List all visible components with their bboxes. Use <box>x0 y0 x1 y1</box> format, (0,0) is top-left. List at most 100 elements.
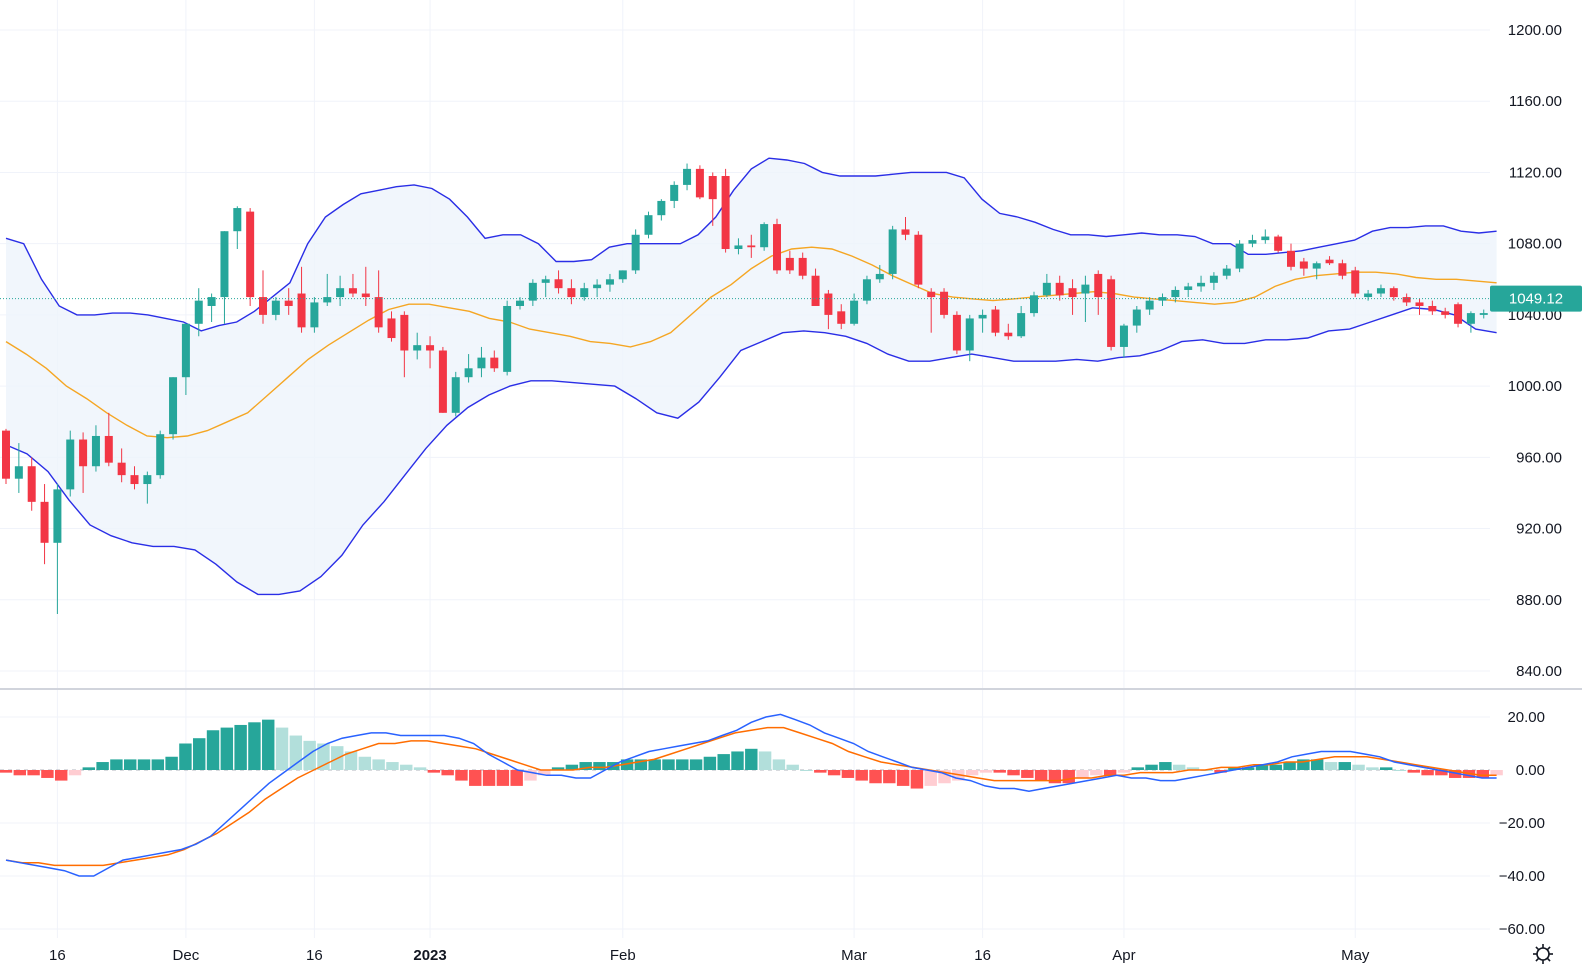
macd-histogram-bar <box>1435 770 1448 776</box>
candle <box>657 199 666 221</box>
candle-body <box>271 300 280 315</box>
macd-histogram-bar <box>1007 770 1020 776</box>
macd-histogram-bar <box>676 759 689 770</box>
candle-body <box>361 293 370 298</box>
candle-body <box>220 231 229 298</box>
candle-body <box>888 229 897 274</box>
macd-histogram-bar <box>620 759 634 770</box>
macd-histogram-bar <box>662 759 675 770</box>
candle <box>207 293 216 323</box>
macd-histogram-bar <box>262 719 275 770</box>
settings-icon[interactable] <box>1533 944 1553 964</box>
candle <box>2 428 10 485</box>
macd-histogram-bar <box>400 764 413 770</box>
macd-signal-line <box>5 726 1497 867</box>
candle-body <box>336 288 345 298</box>
macd-pane <box>0 713 1503 877</box>
last-price-badge-bg <box>1490 285 1582 312</box>
candle <box>1094 270 1103 315</box>
candle-body <box>1338 263 1347 276</box>
candle-body <box>310 302 319 328</box>
candle <box>348 273 357 298</box>
gear-tooth <box>1535 957 1540 962</box>
last-price-badge: 1049.12 <box>1490 285 1582 312</box>
candle-body <box>1454 304 1463 324</box>
macd-histogram-bar <box>565 764 579 770</box>
price-tick-label: 1080.00 <box>1508 236 1562 253</box>
time-axis[interactable]: 16 Dec 16 2023 Feb Mar 16 Apr May <box>49 947 1370 964</box>
candle <box>734 238 743 255</box>
candle <box>66 430 75 497</box>
macd-histogram-bar <box>551 767 565 770</box>
price-candles <box>2 163 1501 615</box>
macd-tick-label: 0.00 <box>1516 762 1545 779</box>
price-tick-label: 1160.00 <box>1509 93 1562 110</box>
candle-body <box>1479 313 1488 315</box>
candle <box>798 252 807 280</box>
candle <box>40 484 49 565</box>
macd-histogram-bar <box>510 770 523 786</box>
time-tick-label: Apr <box>1112 947 1135 964</box>
settings-icon-teeth <box>1533 944 1553 964</box>
gear-tooth <box>1546 957 1551 962</box>
macd-histogram-bar <box>524 770 537 781</box>
candle-body <box>1004 332 1013 337</box>
candle <box>1415 298 1424 315</box>
macd-histogram-bar <box>1228 767 1241 770</box>
band-area <box>6 158 1497 595</box>
gear-tooth <box>1546 946 1551 951</box>
candle-body <box>734 245 743 250</box>
macd-histogram-bar <box>1490 770 1503 776</box>
candle <box>760 222 769 251</box>
candle <box>361 266 370 306</box>
candle <box>400 311 409 378</box>
candle <box>336 275 345 306</box>
macd-histogram-bar <box>841 770 855 778</box>
candle-body <box>837 311 846 324</box>
candle <box>27 457 36 511</box>
candle-body <box>1171 289 1180 298</box>
candle <box>978 309 987 333</box>
candle-body <box>1158 297 1167 301</box>
candle <box>824 289 833 330</box>
candle <box>541 275 550 298</box>
candle-body <box>1428 305 1437 312</box>
price-axis[interactable]: 1200.001160.001120.001080.001040.001000.… <box>1508 22 1562 680</box>
candle <box>464 354 473 383</box>
candle <box>1428 300 1437 315</box>
candle-body <box>721 176 730 250</box>
candle-body <box>567 288 576 298</box>
candle <box>837 304 846 330</box>
macd-histogram-bar <box>1448 770 1462 778</box>
candle <box>875 265 884 283</box>
macd-histogram-bar <box>758 751 772 770</box>
upper-band-line <box>5 157 1497 332</box>
candle-body <box>785 257 794 271</box>
candle <box>1081 275 1090 323</box>
candle <box>580 282 589 301</box>
candle <box>1248 234 1257 248</box>
macd-histogram-bar <box>1255 764 1269 770</box>
candle <box>323 273 332 306</box>
macd-histogram-bar <box>0 770 13 773</box>
candle-body <box>1030 295 1038 314</box>
price-tick-label: 920.00 <box>1516 521 1562 538</box>
macd-axis[interactable]: 20.00 0.00 −20.00 −40.00 −60.00 <box>1499 709 1545 938</box>
macd-histogram-bar <box>289 735 303 770</box>
candle-body <box>143 475 152 485</box>
price-tick-label: 1200.00 <box>1508 22 1562 39</box>
candle-body <box>580 288 589 298</box>
candle <box>593 279 602 298</box>
candle-body <box>1145 300 1154 310</box>
price-tick-label: 880.00 <box>1516 592 1562 609</box>
macd-histogram-bar <box>455 770 468 781</box>
macd-histogram-bar <box>1421 770 1434 776</box>
candle-body <box>927 291 936 298</box>
candle-body <box>413 345 422 351</box>
candle-body <box>773 224 781 271</box>
macd-histogram-bar <box>1214 770 1227 773</box>
time-tick-label: 16 <box>974 947 991 964</box>
candle <box>811 268 820 306</box>
candle-body <box>169 377 178 435</box>
